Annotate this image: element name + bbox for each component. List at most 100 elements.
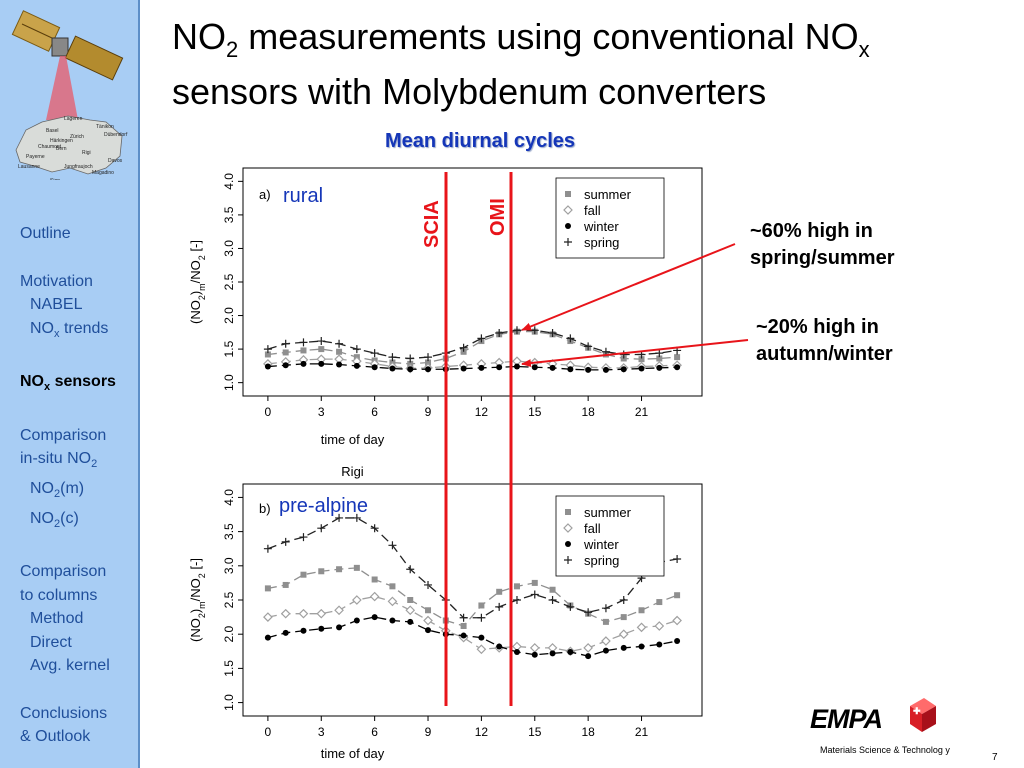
data-point: [336, 624, 343, 631]
data-point: [564, 556, 572, 564]
sidebar-nav-item[interactable]: NABEL: [30, 296, 83, 313]
y-tick-label: 1.5: [222, 340, 236, 357]
data-point: [513, 648, 520, 655]
data-point: [406, 354, 415, 363]
page-number: 7: [992, 752, 998, 763]
sidebar-nav-item[interactable]: Conclusions: [20, 704, 108, 722]
data-point: [620, 355, 627, 362]
data-point: [495, 602, 504, 611]
x-tick-label: 21: [635, 405, 649, 419]
y-tick-label: 3.5: [222, 206, 236, 223]
footer-tagline: Materials Science & Technolog y: [820, 745, 950, 755]
data-point: [425, 359, 432, 366]
data-point: [674, 364, 681, 371]
y-axis-label-part: (NO: [188, 618, 203, 642]
data-point: [585, 366, 592, 373]
y-tick-label: 1.0: [222, 694, 236, 711]
data-point: [563, 205, 573, 215]
sidebar-nav-item[interactable]: Direct: [30, 633, 72, 651]
sidebar-nav-item[interactable]: Motivation: [20, 272, 93, 290]
chart-subheading: Mean diurnal cycles: [384, 130, 576, 152]
x-tick-label: 0: [265, 405, 272, 419]
data-point: [318, 625, 325, 632]
data-point: [477, 613, 486, 622]
data-point: [388, 541, 397, 550]
data-point: [619, 596, 628, 604]
data-point: [318, 568, 325, 575]
sidebar: Lägeren Tänikon Basel Dübendorf Zürich Härkin…: [0, 0, 140, 768]
data-point: [601, 636, 611, 646]
data-point: [638, 356, 645, 363]
y-tick-label: 1.5: [222, 660, 236, 677]
sidebar-nav-item[interactable]: NOx trends: [30, 319, 109, 340]
sidebar-nav-item[interactable]: NOx sensors: [20, 373, 116, 394]
sidebar-nav-item[interactable]: NO2(c): [30, 509, 79, 530]
sidebar-nav-item[interactable]: Comparison: [20, 563, 107, 581]
y-tick-label: 2.5: [222, 273, 236, 290]
legend-label: fall: [584, 521, 601, 536]
sidebar-nav-item[interactable]: in-situ NO2: [20, 450, 98, 471]
data-point: [264, 585, 271, 592]
data-point: [300, 360, 307, 367]
legend-label: summer: [584, 187, 632, 202]
data-point: [674, 354, 681, 361]
sidebar-nav-item[interactable]: Outline: [20, 225, 71, 242]
data-point: [531, 579, 538, 586]
data-point: [584, 342, 593, 351]
data-point: [476, 644, 487, 655]
empa-cube-icon: ✚: [910, 698, 936, 732]
map-label: Rigi: [82, 150, 91, 156]
data-point: [424, 353, 433, 362]
data-point: [370, 349, 379, 358]
data-point: [389, 617, 396, 624]
y-axis-label: (NO2)m/NO2 [-]: [188, 240, 207, 324]
x-tick-label: 18: [581, 725, 595, 739]
data-point: [620, 366, 627, 373]
data-point: [353, 564, 360, 571]
x-tick-label: 3: [318, 405, 325, 419]
data-point: [496, 588, 503, 595]
x-axis-label: time of day: [321, 746, 385, 761]
map-label: Dübendorf: [104, 132, 128, 138]
data-point: [300, 627, 307, 634]
x-tick-label: 21: [635, 725, 649, 739]
data-point: [282, 581, 289, 588]
data-point: [282, 629, 289, 636]
sidebar-nav: Outline Motivation NABEL NOx trends NOx sens…: [20, 222, 116, 749]
omi-label: OMI: [487, 198, 509, 236]
data-point: [566, 334, 575, 343]
sidebar-nav-item[interactable]: NO2(m): [30, 480, 85, 501]
data-point: [495, 328, 504, 337]
sidebar-nav-item[interactable]: Avg. kernel: [30, 657, 110, 675]
data-point: [673, 554, 682, 563]
x-tick-label: 0: [265, 725, 272, 739]
callout-arrow-summer: [521, 243, 736, 331]
data-point: [548, 596, 557, 604]
data-point: [496, 643, 503, 650]
data-point: [264, 351, 271, 358]
legend-box: [555, 495, 665, 577]
sidebar-nav-item[interactable]: Comparison: [20, 426, 107, 444]
satellite-icon: [11, 10, 124, 81]
data-point: [459, 613, 468, 622]
sidebar-nav-item[interactable]: & Outlook: [20, 728, 91, 746]
slide-title: NO2 measurements using conventional NOx …: [172, 16, 870, 113]
svg-text:✚: ✚: [913, 706, 921, 716]
y-tick-label: 3.0: [222, 240, 236, 257]
sidebar-nav-item[interactable]: to columns: [20, 586, 98, 604]
data-point: [565, 509, 571, 515]
data-point: [530, 326, 539, 335]
data-point: [460, 365, 467, 372]
data-point: [387, 596, 398, 607]
series-line-winter: [267, 616, 678, 657]
sidebar-nav-item[interactable]: Method: [30, 610, 84, 628]
x-axis-label: time of day: [321, 432, 385, 447]
y-axis-label-part: [-]: [188, 240, 203, 255]
x-tick-label: 15: [528, 405, 542, 419]
data-point: [620, 644, 627, 651]
y-tick-label: 4.0: [222, 489, 236, 506]
data-point: [407, 618, 414, 625]
data-point: [369, 591, 380, 602]
data-point: [317, 337, 326, 346]
data-point: [371, 364, 378, 371]
